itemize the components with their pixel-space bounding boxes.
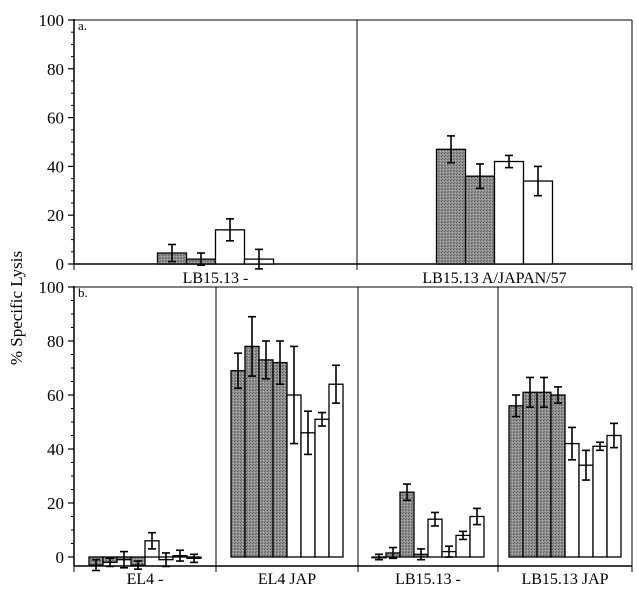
- y-tick-label: 20: [47, 494, 64, 513]
- bar-shaded: [523, 392, 537, 557]
- bar-open: [565, 444, 579, 557]
- bar-shaded: [400, 492, 414, 557]
- bar-open: [593, 446, 607, 557]
- x-group-label: LB15.13 -: [395, 571, 461, 588]
- panel-letter: a.: [78, 18, 87, 33]
- bar-shaded: [231, 371, 245, 557]
- x-group-label: LB15.13 A/JAPAN/57: [422, 270, 566, 287]
- bar-shaded: [259, 360, 273, 557]
- x-group-label: EL4 JAP: [258, 571, 316, 588]
- y-tick-label: 20: [47, 206, 64, 225]
- bar-shaded: [245, 346, 259, 557]
- panel-b: b. 0 20 40 60 80 100 EL4 - EL4 JAP LB15.13 - LB15.…: [39, 278, 633, 588]
- y-tick-label: 0: [56, 255, 65, 274]
- bar-open: [607, 436, 621, 558]
- y-axis-label: % Specific Lysis: [7, 251, 26, 365]
- y-tick-label: 80: [47, 332, 64, 351]
- x-group-label: LB15.13 JAP: [521, 571, 608, 588]
- x-group-label: EL4 -: [127, 571, 164, 588]
- y-tick-label: 40: [47, 157, 64, 176]
- y-tick-label: 40: [47, 440, 64, 459]
- bar-shaded: [537, 392, 551, 557]
- bar-shaded: [509, 406, 523, 557]
- bar-open: [315, 419, 329, 557]
- bar-shaded: [273, 363, 287, 557]
- bar-shaded: [466, 176, 495, 264]
- x-group-label: LB15.13 -: [183, 270, 249, 287]
- bar-open: [329, 384, 343, 557]
- panel-letter: b.: [78, 285, 88, 300]
- panel-a: a. 0 20 40 60 80 100 LB15.13 - LB15.13 A/JAPAN/5…: [39, 11, 633, 287]
- y-tick-label: 80: [47, 60, 64, 79]
- y-tick-label: 100: [39, 11, 65, 30]
- bar-open: [495, 162, 524, 264]
- bar-shaded: [551, 395, 565, 557]
- y-tick-label: 100: [39, 278, 65, 297]
- bar-shaded: [437, 149, 466, 264]
- y-tick-label: 60: [47, 109, 64, 128]
- y-tick-label: 0: [56, 548, 65, 567]
- y-tick-label: 60: [47, 386, 64, 405]
